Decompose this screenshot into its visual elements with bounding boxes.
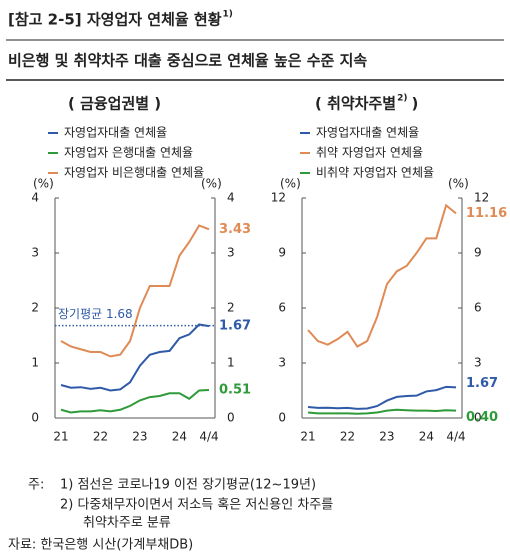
note: 취약차주로 분류 <box>83 516 171 531</box>
end-label: 3.43 <box>219 222 251 237</box>
y2-unit: (%) <box>201 177 222 191</box>
y-tick-label: 3 <box>278 356 286 370</box>
page-title: [참고 2-5] 자영업자 연체율 현황 <box>8 11 222 29</box>
y2-tick-label: 9 <box>474 246 482 260</box>
source: 자료: 한국은행 시산(가계부채DB) <box>8 537 193 553</box>
notes-label: 주: <box>28 478 44 493</box>
y-tick-label: 6 <box>278 301 286 315</box>
end-label: 11.16 <box>466 206 507 221</box>
legend-label: 취약 자영업자 연체율 <box>316 145 423 160</box>
y-tick-label: 12 <box>271 191 286 205</box>
y-unit: (%) <box>280 177 301 191</box>
legend-label: 비취약 자영업자 연체율 <box>316 165 434 180</box>
y2-tick-label: 2 <box>227 301 235 315</box>
chart-title: ( 취약차주별 <box>315 95 396 113</box>
legend-label: 자영업자대출 연체율 <box>64 126 167 140</box>
reference-label: 장기평균 1.68 <box>58 307 133 321</box>
series-line <box>307 385 457 410</box>
y2-tick-label: 0 <box>227 411 235 425</box>
y-tick-label: 9 <box>278 246 286 260</box>
legend-label: 자영업자대출 연체율 <box>316 126 419 140</box>
y2-tick-label: 0 <box>474 411 482 425</box>
end-label: 1.67 <box>219 319 251 334</box>
y2-tick-label: 3 <box>227 246 235 260</box>
end-label: 1.67 <box>466 376 498 391</box>
x-tick-label: 24 <box>419 430 434 444</box>
x-tick-label: 21 <box>53 430 68 444</box>
end-label: 0.51 <box>219 382 251 397</box>
chart-title: ) <box>411 95 418 113</box>
x-tick-label: 24 <box>172 430 187 444</box>
y-tick-label: 2 <box>31 301 39 315</box>
y2-tick-label: 4 <box>227 191 235 205</box>
x-tick-label: 23 <box>132 430 147 444</box>
chart-title: ( 금융업권별 ) <box>68 95 161 113</box>
y-tick-label: 1 <box>31 356 39 370</box>
x-tick-label: 4/4 <box>199 430 218 444</box>
y2-tick-label: 12 <box>474 191 489 205</box>
series-line <box>307 408 457 415</box>
chart-title-note: 2) <box>397 94 407 104</box>
y2-tick-label: 1 <box>227 356 235 370</box>
y-tick-label: 0 <box>278 411 286 425</box>
x-tick-label: 23 <box>379 430 394 444</box>
series-line <box>307 203 457 348</box>
x-tick-label: 21 <box>300 430 315 444</box>
y2-unit: (%) <box>448 177 469 191</box>
page-subtitle: 비은행 및 취약차주 대출 중심으로 연체율 높은 수준 지속 <box>8 52 367 70</box>
x-tick-label: 22 <box>340 430 355 444</box>
title-note: 1) <box>223 10 233 20</box>
x-tick-label: 4/4 <box>446 430 465 444</box>
series-line <box>60 388 210 414</box>
end-label: 0.40 <box>466 410 498 425</box>
y2-tick-label: 3 <box>474 356 482 370</box>
series-line <box>60 224 210 358</box>
y-tick-label: 0 <box>31 411 39 425</box>
y-tick-label: 4 <box>31 191 39 205</box>
legend-label: 자영업자 은행대출 연체율 <box>64 145 193 160</box>
x-tick-label: 22 <box>93 430 108 444</box>
y-unit: (%) <box>33 177 54 191</box>
y2-tick-label: 6 <box>474 301 482 315</box>
note: 1) 점선은 코로나19 이전 장기평균(12~19년) <box>60 478 316 493</box>
legend-label: 자영업자 비은행대출 연체율 <box>64 165 204 180</box>
y-tick-label: 3 <box>31 246 39 260</box>
series-line <box>60 323 210 392</box>
note: 2) 다중채무자이면서 저소득 혹은 저신용인 차주를 <box>60 498 333 513</box>
